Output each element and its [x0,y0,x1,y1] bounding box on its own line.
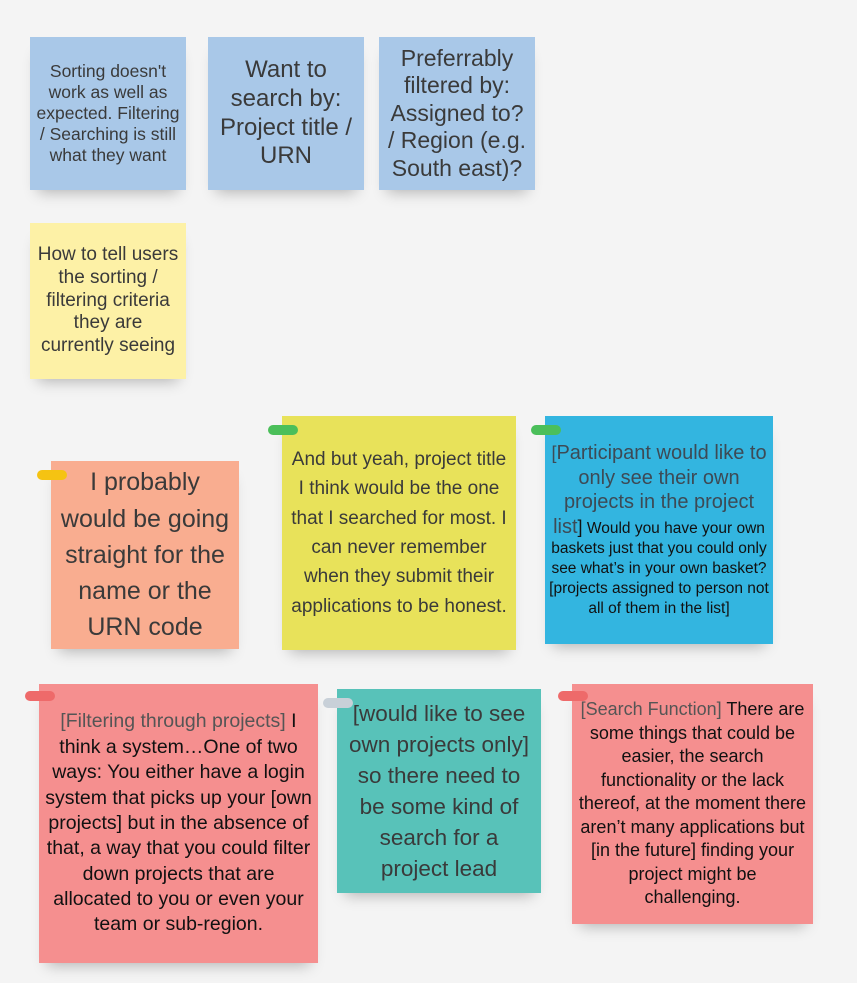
sticky-note-own-projects-only[interactable]: [would like to see own projects only] so… [337,689,541,893]
sticky-note-project-title[interactable]: And but yeah, project title I think woul… [282,416,516,650]
note-bracket: [ [551,443,557,464]
sticky-note-search-by[interactable]: Want to search by: Project title / URN [208,37,364,190]
note-text: Want to search by: Project title / URN [219,55,353,170]
note-heading: would like to see own projects only] [348,700,530,757]
note-bracket: ] [577,516,583,537]
green-tag-icon [268,425,298,435]
note-bracket: [ [352,700,359,726]
sticky-note-tell-users[interactable]: How to tell users the sorting / filterin… [30,223,186,379]
grey-tag-icon [323,698,353,708]
note-text: [would like to see own projects only] so… [343,698,535,884]
sticky-note-sorting[interactable]: Sorting doesn't work as well as expected… [30,37,186,190]
sticky-note-name-urn[interactable]: I probably would be going straight for t… [51,461,239,649]
note-text: I probably would be going straight for t… [60,468,230,642]
note-text: [Filtering through projects] I think a s… [43,709,314,937]
sticky-note-filtering-through[interactable]: [Filtering through projects] I think a s… [39,684,318,963]
note-body: so there need to be some kind of search … [357,762,521,882]
yellow-tag-icon [37,470,67,480]
red-tag-icon [558,691,588,701]
note-body: Would you have your own baskets just tha… [549,519,769,617]
note-text: How to tell users the sorting / filterin… [37,244,179,357]
note-text: Preferrably filtered by: Assigned to? / … [387,44,527,181]
sticky-note-own-projects[interactable]: [Participant would like to only see thei… [545,416,773,644]
note-bracket: [ [580,699,586,720]
note-body: There are some things that could be easi… [578,699,807,908]
note-heading: Filtering through projects] [65,710,286,733]
note-text: [Search Function] There are some things … [578,698,807,909]
sticky-note-search-function[interactable]: [Search Function] There are some things … [572,684,813,924]
note-bracket: [ [60,711,66,733]
sticky-note-filtered-by[interactable]: Preferrably filtered by: Assigned to? / … [379,37,535,190]
note-text: [Participant would like to only see thei… [549,441,769,618]
note-heading: Search Function] [585,699,722,720]
note-text: And but yeah, project title I think woul… [291,448,507,617]
red-tag-icon [25,691,55,701]
note-text: Sorting doesn't work as well as expected… [36,61,180,165]
note-body: I think a system…One of two ways: You ei… [45,710,312,936]
note-heading: Participant would like to only see their… [553,442,767,538]
green-tag-icon [531,425,561,435]
